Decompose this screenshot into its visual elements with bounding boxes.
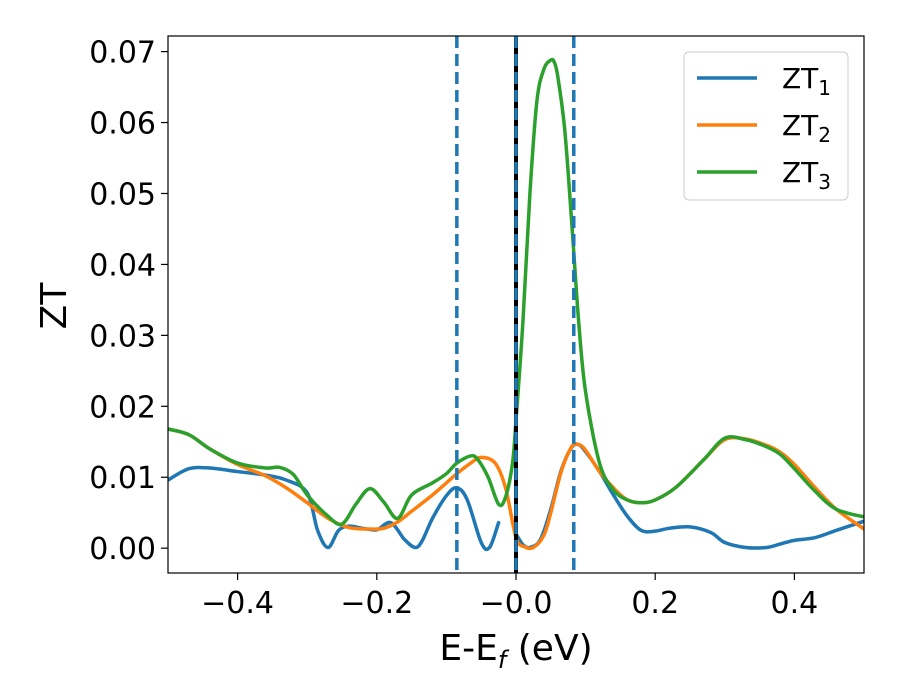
y-axis: 0.00 0.01 0.02 0.03 0.04 0.05 0.06 0.07 [89,36,168,567]
y-tick-label: 0.01 [89,461,156,496]
x-tick-label: 0.4 [771,586,819,621]
y-tick-label: 0.02 [89,390,156,425]
legend-label-1: ZT1 [782,62,831,100]
legend-entry-2: ZT2 [697,109,831,147]
y-tick-label: 0.05 [89,177,156,212]
y-tick-label: 0.03 [89,319,156,354]
x-tick-label: −0.0 [480,586,553,621]
x-axis-label: E-Ef (eV) [439,628,592,674]
x-axis-label-main: E-E [439,628,497,669]
x-tick-label: 0.2 [631,586,679,621]
legend-label-2: ZT2 [782,109,831,147]
plot-area [168,36,864,573]
x-tick-label: −0.2 [340,586,413,621]
x-axis: −0.4 −0.2 −0.0 0.2 0.4 [201,573,818,621]
series-line-3-segment-1 [168,57,864,527]
legend: ZT1 ZT2 ZT3 [683,51,849,201]
y-axis-label: ZT [34,282,75,330]
legend-entry-1: ZT1 [697,62,831,100]
legend-entry-3: ZT3 [697,156,831,194]
legend-box [683,51,849,201]
y-tick-label: 0.04 [89,248,156,283]
x-axis-label-unit: (eV) [506,628,592,669]
y-tick-label: 0.07 [89,36,156,71]
x-tick-label: −0.4 [201,586,274,621]
legend-label-3: ZT3 [782,156,831,194]
y-tick-label: 0.00 [89,532,156,567]
y-tick-label: 0.06 [89,107,156,142]
